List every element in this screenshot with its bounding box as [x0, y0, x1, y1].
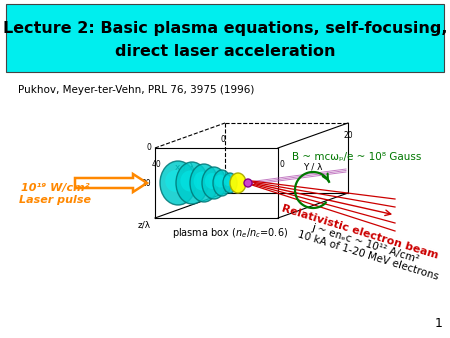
Text: Relativistic electron beam: Relativistic electron beam — [280, 203, 440, 261]
Text: 20: 20 — [343, 131, 353, 140]
Ellipse shape — [180, 170, 200, 192]
Text: direct laser acceleration: direct laser acceleration — [115, 45, 335, 59]
Text: Laser pulse: Laser pulse — [19, 195, 91, 205]
Text: 0: 0 — [280, 160, 285, 169]
Ellipse shape — [205, 173, 219, 189]
Ellipse shape — [202, 167, 226, 199]
Text: 20: 20 — [141, 178, 151, 188]
Ellipse shape — [176, 162, 208, 204]
Text: z/λ: z/λ — [138, 220, 151, 229]
Text: 40: 40 — [152, 160, 162, 169]
Text: Y / λ: Y / λ — [303, 162, 323, 171]
Text: plasma box ($n_e/n_c$=0.6): plasma box ($n_e/n_c$=0.6) — [172, 226, 288, 240]
Ellipse shape — [213, 170, 231, 196]
Text: Pukhov, Meyer-ter-Vehn, PRL 76, 3975 (1996): Pukhov, Meyer-ter-Vehn, PRL 76, 3975 (19… — [18, 85, 254, 95]
Text: Lecture 2: Basic plasma equations, self-focusing,: Lecture 2: Basic plasma equations, self-… — [3, 21, 447, 35]
Text: x / λ: x / λ — [175, 162, 195, 171]
Ellipse shape — [194, 171, 211, 191]
Ellipse shape — [244, 179, 252, 187]
Ellipse shape — [230, 173, 246, 193]
Ellipse shape — [160, 161, 196, 205]
Text: 10¹⁹ W/cm²: 10¹⁹ W/cm² — [21, 183, 89, 193]
Text: j ~ enₑc ~ 10¹² A/cm²: j ~ enₑc ~ 10¹² A/cm² — [310, 223, 420, 265]
Text: 0: 0 — [220, 135, 225, 144]
Text: 10 kA of 1-20 MeV electrons: 10 kA of 1-20 MeV electrons — [296, 230, 440, 282]
Text: 0: 0 — [146, 144, 151, 152]
Ellipse shape — [190, 164, 218, 202]
Ellipse shape — [223, 173, 237, 193]
FancyBboxPatch shape — [6, 4, 444, 72]
Text: B ~ mcωₚ/e ~ 10⁸ Gauss: B ~ mcωₚ/e ~ 10⁸ Gauss — [292, 152, 421, 162]
Ellipse shape — [165, 170, 187, 192]
Text: 1: 1 — [435, 317, 443, 330]
Ellipse shape — [224, 176, 232, 186]
Ellipse shape — [215, 174, 225, 188]
